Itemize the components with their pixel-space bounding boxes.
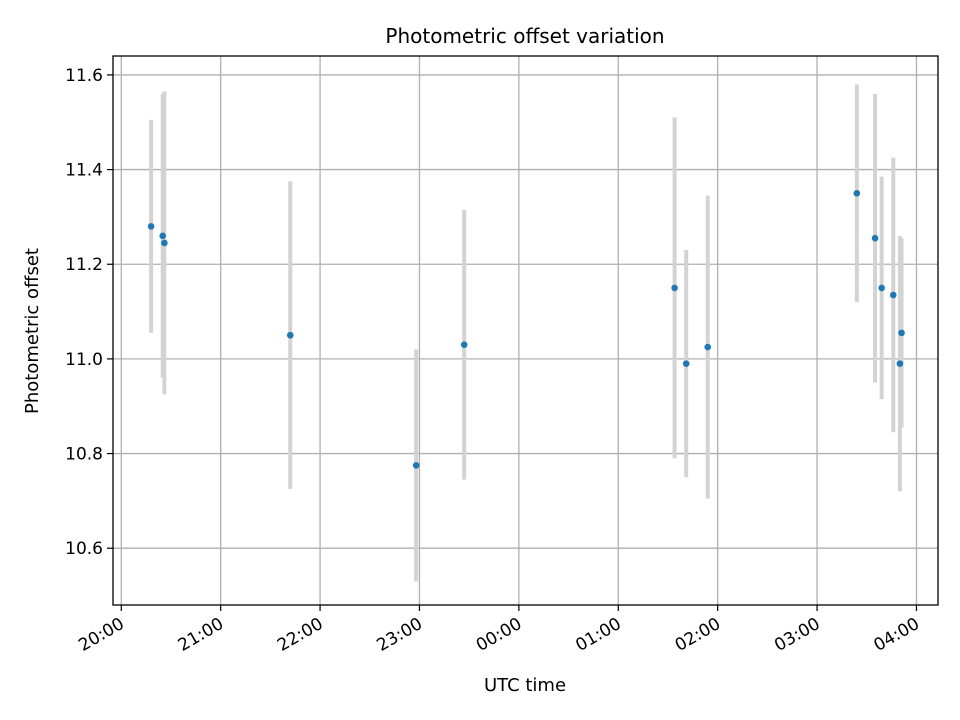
y-axis-label: Photometric offset <box>22 248 43 414</box>
y-tick-label: 11.4 <box>65 161 103 181</box>
data-point <box>889 291 897 299</box>
data-point <box>159 232 166 240</box>
x-axis: 20:00 21:00 22:00 23:00 00:00 01:00 02:00 03:00… <box>75 605 923 656</box>
x-tick-label: 03:00 <box>771 614 823 656</box>
data-point <box>161 239 168 247</box>
data-point <box>671 284 678 292</box>
data-point <box>898 329 905 337</box>
data-point <box>460 341 468 348</box>
data-points <box>147 189 905 469</box>
y-tick-label: 11.6 <box>65 66 103 86</box>
data-point <box>286 331 294 339</box>
x-tick-label: 22:00 <box>274 614 326 656</box>
y-tick-label: 10.6 <box>65 539 103 559</box>
y-tick-label: 10.8 <box>65 445 103 465</box>
x-tick-label: 21:00 <box>175 614 227 656</box>
data-point <box>878 284 885 292</box>
y-tick-label: 11.2 <box>65 255 103 275</box>
x-tick-label: 00:00 <box>473 614 525 656</box>
data-point <box>147 223 155 230</box>
data-point <box>704 343 712 351</box>
data-point <box>853 189 861 197</box>
x-tick-label: 23:00 <box>374 614 426 656</box>
error-bars <box>149 84 904 582</box>
data-point <box>682 360 690 367</box>
y-tick-label: 11.0 <box>65 350 103 370</box>
grid <box>113 56 938 605</box>
x-tick-label: 04:00 <box>871 614 923 656</box>
plot-frame <box>112 55 939 606</box>
x-tick-label: 02:00 <box>672 614 724 656</box>
x-axis-label: UTC time <box>484 675 566 696</box>
data-point <box>412 462 420 469</box>
chart-title: Photometric offset variation <box>385 24 664 48</box>
x-tick-label: 01:00 <box>572 614 624 656</box>
data-point <box>871 234 879 242</box>
x-tick-label: 20:00 <box>75 614 127 656</box>
y-axis: 10.6 10.8 11.0 11.2 11.4 11.6 <box>65 66 113 559</box>
data-point <box>896 360 904 367</box>
